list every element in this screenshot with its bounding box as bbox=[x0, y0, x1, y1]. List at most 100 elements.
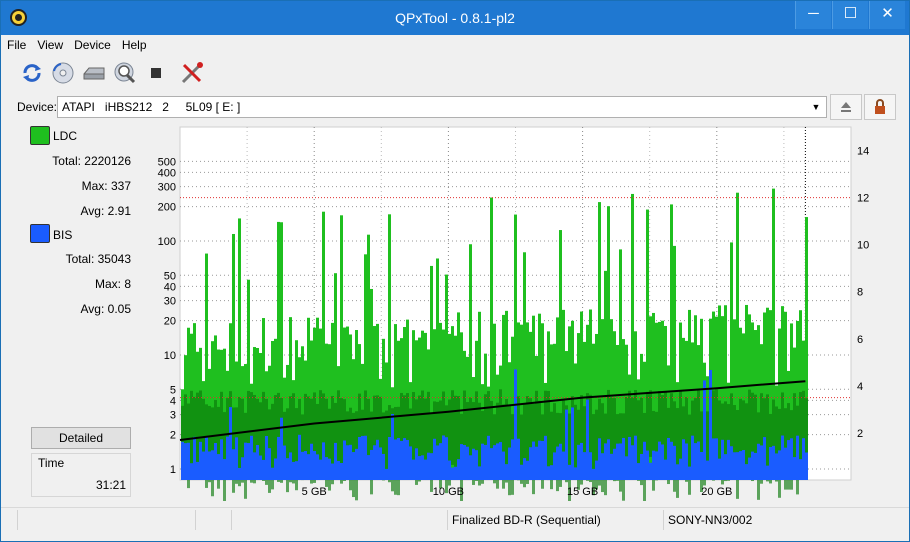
eject-button[interactable] bbox=[830, 94, 862, 120]
bis-bar bbox=[343, 440, 346, 480]
ldc-bar bbox=[340, 215, 343, 480]
y-left-tick-label: 100 bbox=[158, 236, 176, 248]
bis-bar bbox=[226, 436, 229, 480]
bis-bar bbox=[508, 447, 511, 480]
bis-bar bbox=[430, 453, 433, 480]
ldc-dense-bar bbox=[199, 390, 202, 472]
ldc-dense-bar bbox=[226, 398, 229, 468]
bis-bar bbox=[481, 443, 484, 480]
chevron-down-icon[interactable]: ▼ bbox=[811, 102, 821, 112]
ldc-dense-bar bbox=[766, 394, 769, 482]
bis-bar bbox=[283, 445, 286, 480]
ldc-bar bbox=[436, 258, 439, 480]
settings-icon[interactable] bbox=[179, 60, 205, 86]
maximize-button[interactable]: ☐ bbox=[832, 1, 868, 29]
bis-bar bbox=[646, 450, 649, 480]
ldc-dense-bar bbox=[373, 395, 376, 473]
ldc-dense-bar bbox=[310, 398, 313, 484]
ldc-dense-bar bbox=[580, 395, 583, 485]
bis-bar bbox=[361, 435, 364, 480]
bis-bar bbox=[760, 445, 763, 480]
close-button[interactable]: ✕ bbox=[869, 1, 905, 29]
ldc-dense-bar bbox=[691, 400, 694, 467]
ldc-dense-bar bbox=[220, 391, 223, 461]
ldc-dense-bar bbox=[214, 399, 217, 480]
bis-bar bbox=[616, 443, 619, 480]
device-value: ATAPI iHBS212 2 5L09 [ E: ] bbox=[62, 100, 241, 114]
bis-bar bbox=[220, 439, 223, 480]
bis-bar bbox=[514, 369, 517, 480]
bis-bar bbox=[532, 441, 535, 480]
ldc-bar bbox=[601, 319, 604, 480]
ldc-bar bbox=[589, 309, 592, 480]
ldc-dense-bar bbox=[676, 408, 679, 498]
bis-bar bbox=[373, 445, 376, 480]
bis-bar bbox=[538, 440, 541, 480]
bis-bar bbox=[322, 442, 325, 480]
menu-help[interactable]: Help bbox=[121, 38, 147, 52]
ldc-bar bbox=[733, 319, 736, 480]
ldc-dense-bar bbox=[661, 395, 664, 475]
ldc-bar bbox=[394, 324, 397, 480]
status-cell-2 bbox=[195, 510, 231, 530]
bis-bar bbox=[676, 464, 679, 480]
ldc-bar bbox=[538, 313, 541, 480]
drive-icon[interactable] bbox=[81, 60, 107, 86]
bis-bar bbox=[661, 444, 664, 480]
disc-icon[interactable] bbox=[50, 60, 76, 86]
bis-bar bbox=[421, 455, 424, 480]
ldc-bar bbox=[460, 332, 463, 480]
ldc-bar bbox=[316, 317, 319, 480]
minimize-button[interactable]: ─ bbox=[795, 1, 831, 29]
y-right-tick-label: 2 bbox=[857, 428, 863, 440]
ldc-dense-bar bbox=[589, 394, 592, 483]
ldc-dense-bar bbox=[253, 394, 256, 484]
bis-bar bbox=[778, 450, 781, 480]
ldc-bar bbox=[622, 339, 625, 480]
bis-bar bbox=[790, 438, 793, 480]
menu-view[interactable]: View bbox=[37, 38, 64, 52]
bis-bar bbox=[631, 445, 634, 480]
ldc-bar bbox=[490, 197, 493, 480]
ldc-dense-bar bbox=[403, 395, 406, 471]
bis-bar bbox=[688, 466, 691, 480]
bis-bar bbox=[271, 467, 274, 480]
bis-bar bbox=[181, 441, 184, 480]
ldc-dense-bar bbox=[259, 402, 262, 474]
ldc-bar bbox=[796, 320, 799, 480]
ldc-dense-bar bbox=[262, 391, 265, 481]
bis-bar bbox=[484, 444, 487, 480]
bis-bar bbox=[577, 444, 580, 480]
scan-chart: 5 GB 10 GB 15 GB 20 GB123451020304050100200… bbox=[136, 123, 894, 501]
ldc-bar bbox=[520, 324, 523, 480]
device-select[interactable]: ATAPI iHBS212 2 5L09 [ E: ] ▼ bbox=[57, 96, 827, 118]
x-tick-label: 20 GB bbox=[701, 486, 732, 498]
refresh-icon[interactable] bbox=[19, 60, 45, 86]
time-box: Time 31:21 bbox=[31, 453, 131, 497]
menu-file[interactable]: File bbox=[7, 38, 27, 52]
ldc-dense-bar bbox=[685, 397, 688, 482]
ldc-bar bbox=[757, 325, 760, 480]
detailed-button[interactable]: Detailed bbox=[31, 427, 131, 449]
ldc-dense-bar bbox=[406, 393, 409, 472]
ldc-dense-bar bbox=[292, 393, 295, 484]
bis-bar bbox=[799, 459, 802, 480]
bis-bar bbox=[628, 436, 631, 480]
bis-bar bbox=[763, 437, 766, 480]
lock-button[interactable] bbox=[864, 94, 896, 120]
ldc-dense-bar bbox=[793, 393, 796, 474]
ldc-dense-bar bbox=[592, 414, 595, 496]
scan-icon[interactable] bbox=[112, 60, 138, 86]
ldc-dense-bar bbox=[286, 408, 289, 493]
ldc-bar bbox=[592, 343, 595, 480]
bis-bar bbox=[802, 438, 805, 480]
ldc-dense-bar bbox=[754, 394, 757, 478]
stop-icon[interactable] bbox=[143, 60, 169, 86]
menu-device[interactable]: Device bbox=[74, 38, 111, 52]
ldc-dense-bar bbox=[316, 403, 319, 472]
ldc-dense-bar bbox=[535, 390, 538, 476]
ldc-bar bbox=[556, 317, 559, 480]
bis-bar bbox=[586, 399, 589, 480]
ldc-dense-bar bbox=[649, 390, 652, 457]
ldc-dense-bar bbox=[475, 391, 478, 481]
